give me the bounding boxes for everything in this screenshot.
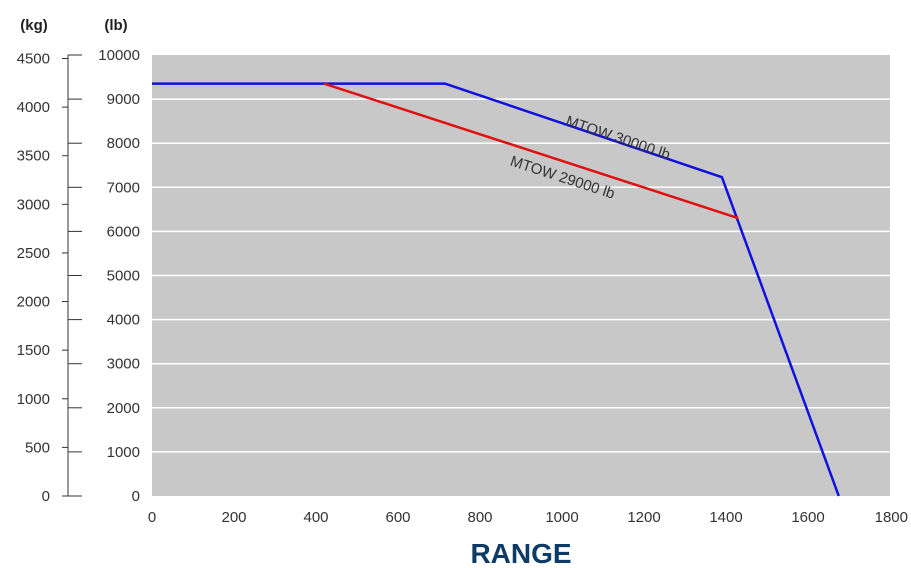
kg-tick-label-2500: 2500 [17,245,50,262]
kg-tick-label-500: 500 [25,439,50,456]
series-line-mtow-30000-lb [152,82,840,497]
lb-tick-label-8000: 8000 [107,135,140,152]
kg-tick-label-2000: 2000 [17,294,50,311]
lb-axis-label: (lb) [104,17,127,34]
lb-tick-label-4000: 4000 [107,312,140,329]
chart-title: RANGE [470,538,571,568]
lb-tick-label-10000: 10000 [98,47,140,64]
x-tick-label-600: 600 [385,509,410,526]
x-tick-label-200: 200 [221,509,246,526]
lb-tick-label-7000: 7000 [107,179,140,196]
x-tick-label-800: 800 [467,509,492,526]
kg-tick-label-0: 0 [42,488,50,505]
lb-tick-label-5000: 5000 [107,268,140,285]
x-tick-label-1600: 1600 [791,509,824,526]
lb-tick-label-2000: 2000 [107,400,140,417]
lb-tick-label-0: 0 [132,488,140,505]
lb-tick-label-6000: 6000 [107,223,140,240]
lb-tick-labels: 0 1000 2000 3000 4000 5000 6000 7000 8000 9000 100… [98,47,140,505]
kg-tick-label-4500: 4500 [17,50,50,67]
kg-tick-label-1000: 1000 [17,391,50,408]
lb-tick-label-1000: 1000 [107,444,140,461]
x-tick-label-1200: 1200 [627,509,660,526]
x-tick-label-1800: 1800 [875,509,908,526]
kg-tick-label-1500: 1500 [17,342,50,359]
kg-tick-label-3000: 3000 [17,196,50,213]
x-tick-label-400: 400 [303,509,328,526]
lb-tick-label-9000: 9000 [107,91,140,108]
kg-tick-label-4000: 4000 [17,99,50,116]
kg-axis-label: (kg) [20,17,48,34]
x-tick-label-0: 0 [148,509,156,526]
series-line-mtow-29000-lb [323,82,739,220]
lb-tick-label-3000: 3000 [107,356,140,373]
y-axes [62,54,82,497]
x-tick-label-1000: 1000 [545,509,578,526]
kg-tick-label-3500: 3500 [17,148,50,165]
grid-lines [152,98,890,453]
x-tick-label-1400: 1400 [709,509,742,526]
series-lines [152,82,840,497]
kg-tick-labels: 0 500 1000 1500 2000 2500 3000 3500 4000 4500 [17,50,50,505]
x-tick-labels: 0 200 400 600 800 1000 1200 1400 1600 1800 [148,509,908,526]
